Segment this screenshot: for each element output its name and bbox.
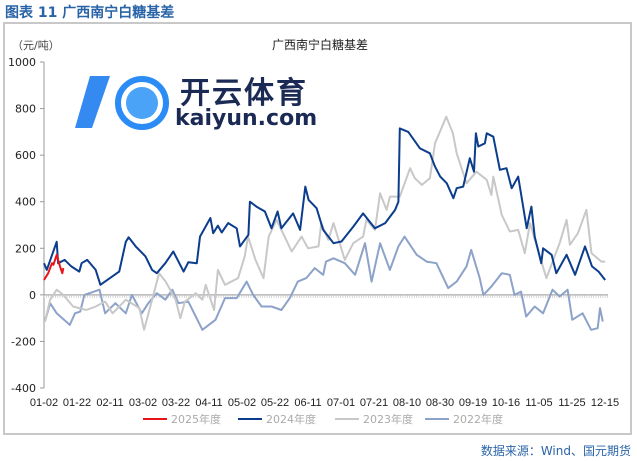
chart-title: 广西南宁白糖基差 [272,37,368,52]
x-tick-label: 05-22 [261,397,289,409]
x-tick-label: 03-02 [129,397,157,409]
x-tick-label: 04-11 [195,397,222,409]
y-tick-label: 0 [29,289,36,302]
x-tick-label: 08-30 [426,397,454,409]
figure-title: 图表 11 广西南宁白糖基差 [5,5,175,21]
series-line-2022 [43,235,604,331]
x-tick-label: 10-16 [492,397,520,409]
x-tick-label: 07-21 [360,397,388,409]
legend-label: 2023年度 [363,412,413,426]
legend-label: 2022年度 [453,412,503,426]
y-tick-label: 800 [15,103,36,116]
series-line-2025 [43,253,65,281]
series-line-2024 [43,127,606,286]
y-tick-label: -400 [11,382,36,395]
x-tick-label: 02-11 [96,397,123,409]
y-axis-unit: （元/吨） [12,39,60,52]
y-tick-label: 400 [15,196,36,209]
data-source: 数据来源：Wind、国元期货 [480,444,631,458]
y-tick-label: -200 [11,335,36,348]
y-tick-label: 1000 [8,56,36,69]
x-tick-label: 11-25 [558,397,585,409]
x-tick-label: 11-05 [525,397,552,409]
x-tick-label: 12-15 [591,397,619,409]
x-tick-label: 01-22 [63,397,91,409]
x-tick-label: 01-02 [30,397,58,409]
watermark-logo: 开云体育 kaiyun.com [70,68,340,138]
series-line-2023 [43,115,606,331]
x-tick-label: 06-11 [294,397,321,409]
x-tick-label: 03-22 [162,397,190,409]
x-tick-label: 09-19 [459,397,487,409]
watermark-cn: 开云体育 [180,76,308,111]
legend-label: 2025年度 [171,412,221,426]
y-tick-label: 600 [15,149,36,162]
x-tick-label: 07-01 [327,397,355,409]
chart-frame [3,22,632,435]
x-tick-label: 05-02 [228,397,256,409]
legend-label: 2024年度 [266,412,316,426]
x-tick-label: 08-10 [393,397,421,409]
y-tick-label: 200 [15,242,36,255]
watermark-emblem-icon [75,76,169,130]
watermark-en: kaiyun.com [175,106,318,131]
